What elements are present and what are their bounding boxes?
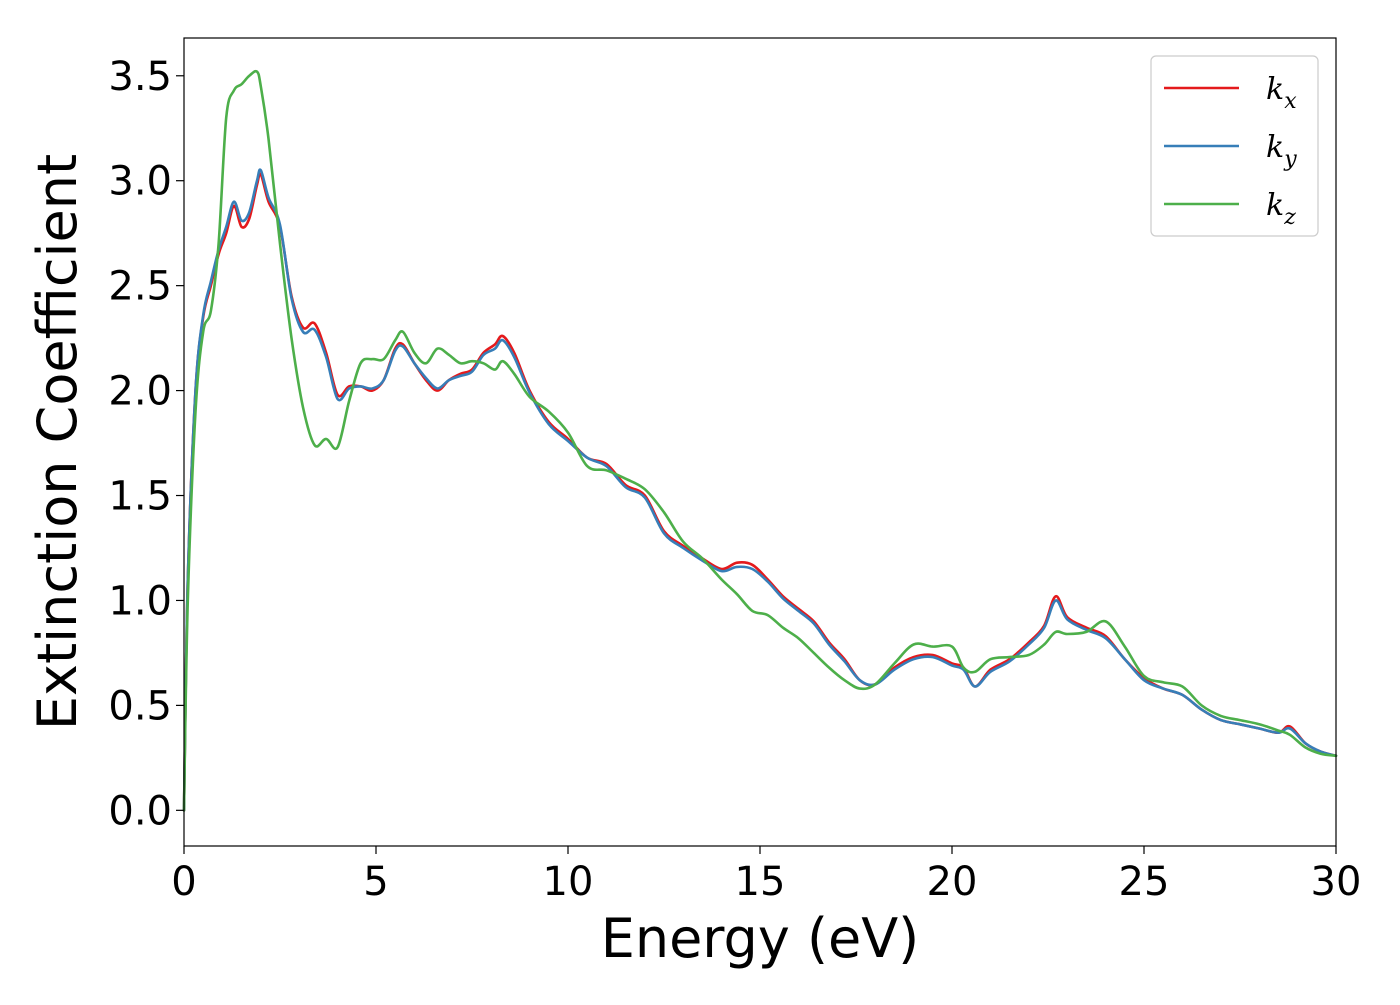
legend-label-main: k [1266, 130, 1284, 165]
y-tick-label: 2.5 [108, 264, 172, 310]
legend-label-subscript: y [1283, 147, 1297, 172]
y-tick-label: 2.0 [108, 369, 172, 415]
x-tick-label: 25 [1119, 859, 1170, 905]
x-tick-label: 30 [1311, 859, 1362, 905]
legend-label-subscript: x [1284, 89, 1297, 114]
legend-label-subscript: z [1283, 205, 1296, 230]
y-tick-label: 3.0 [108, 159, 172, 205]
y-tick-label: 3.5 [108, 54, 172, 100]
x-axis: 0 5 10 15 20 25 30 [171, 846, 1361, 905]
series-line-kx [182, 172, 1338, 812]
legend-label-main: k [1266, 188, 1284, 223]
x-tick-label: 0 [171, 859, 196, 905]
x-tick-label: 20 [927, 859, 978, 905]
series-layer [182, 69, 1338, 812]
legend-label-ky: ky [1266, 130, 1297, 172]
series-line-kz [182, 69, 1338, 812]
x-axis-title: Energy (eV) [601, 907, 920, 970]
x-tick-label: 5 [363, 859, 388, 905]
y-tick-label: 0.0 [108, 788, 172, 834]
y-tick-label: 1.5 [108, 474, 172, 520]
legend-label-main: k [1266, 72, 1284, 107]
y-tick-label: 1.0 [108, 578, 172, 624]
x-tick-label: 15 [735, 859, 786, 905]
y-tick-label: 0.5 [108, 683, 172, 729]
y-axis: 0.0 0.5 1.0 1.5 2.0 2.5 3.0 3.5 [108, 54, 184, 834]
legend-label-kx: kx [1266, 72, 1297, 114]
x-tick-label: 10 [543, 859, 594, 905]
legend-label-kz: kz [1266, 188, 1296, 230]
series-line-ky [182, 168, 1338, 812]
y-axis-title: Extinction Coefficient [26, 154, 89, 730]
